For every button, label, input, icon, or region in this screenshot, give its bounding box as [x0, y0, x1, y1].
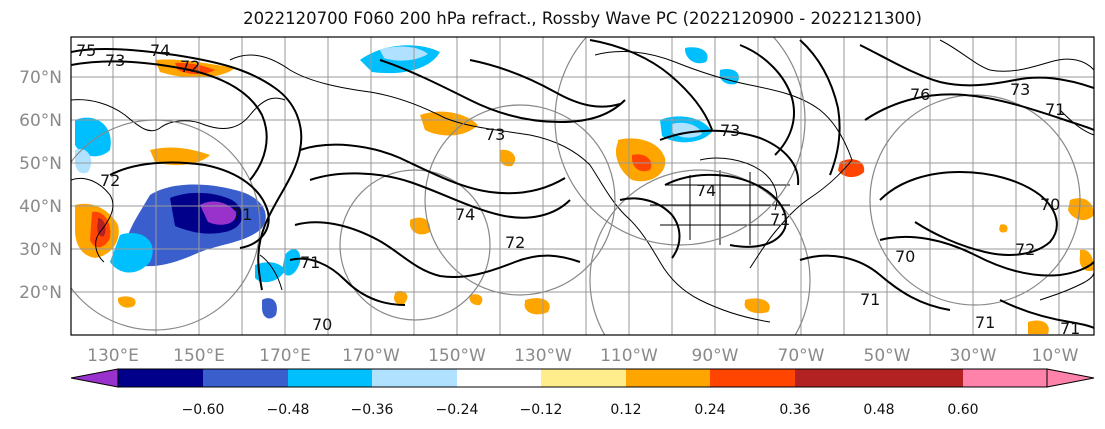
colorbar-bin [541, 369, 626, 387]
colorbar-bin [457, 369, 541, 387]
colorbar-tick: 0.24 [694, 402, 725, 418]
contour-label: 71 [975, 313, 995, 332]
contour-label: 74 [150, 41, 170, 60]
contour-label: 71 [1060, 319, 1080, 338]
colorbar-tick: 0.60 [947, 402, 978, 418]
lat-label: 70°N [19, 68, 62, 88]
colorbar-bin [118, 369, 203, 387]
lat-label: 40°N [19, 197, 62, 217]
contour-label: 73 [105, 51, 125, 70]
colorbar-left-extension [70, 368, 119, 388]
lon-label: 170°W [342, 346, 400, 366]
colorbar-tick: −0.12 [520, 402, 563, 418]
contour-label: 72 [100, 171, 120, 190]
contour-label: 73 [1010, 80, 1030, 99]
contour-label: 71 [860, 290, 880, 309]
colorbar-bin [879, 369, 963, 387]
lat-label: 60°N [19, 111, 62, 131]
colorbar-tick: 0.48 [863, 402, 894, 418]
lon-label: 10°W [1032, 346, 1079, 366]
contour-label: 71 [300, 253, 320, 272]
contour-label: 72 [180, 57, 200, 76]
contour-label: 70 [1040, 195, 1060, 214]
colorbar-bin [203, 369, 288, 387]
colorbar-bin [372, 369, 457, 387]
lon-label: 130°W [514, 346, 572, 366]
contour-label: 73 [485, 125, 505, 144]
contour-label: 71 [1045, 100, 1065, 119]
anomaly-shading [75, 45, 1094, 334]
lon-label: 170°E [259, 346, 311, 366]
contour-label: 71 [232, 205, 252, 224]
contour-labels: 75 73 74 72 73 76 73 71 74 72 71 70 71 7… [76, 41, 1080, 338]
contour-label: 72 [1015, 240, 1035, 259]
map-frame [70, 36, 1095, 336]
lon-label: 130°E [87, 346, 139, 366]
coastlines [71, 39, 1094, 323]
lat-label: 20°N [19, 283, 62, 303]
contour-label: 72 [505, 233, 525, 252]
contour-label: 70 [312, 315, 332, 334]
colorbar-right-extension [1046, 368, 1095, 388]
contour-label: 73 [720, 121, 740, 140]
lon-label: 90°W [692, 346, 739, 366]
lon-label: 150°W [428, 346, 486, 366]
rossby-circles [71, 37, 1081, 335]
colorbar-bin [626, 369, 710, 387]
colorbar-tick: −0.48 [267, 402, 310, 418]
contour-label: 74 [696, 181, 716, 200]
lon-label: 110°W [600, 346, 658, 366]
colorbar-tick: −0.36 [351, 402, 394, 418]
lon-label: 30°W [950, 346, 997, 366]
contour-label: 74 [455, 205, 475, 224]
longitude-labels: 130°E 150°E 170°E 170°W 150°W 130°W 110°… [87, 346, 1079, 366]
colorbar-tick: 0.36 [779, 402, 810, 418]
colorbar: −0.60 −0.48 −0.36 −0.24 −0.12 0.12 0.24 … [70, 368, 1095, 418]
colorbar-bin [795, 369, 879, 387]
contour-label: 70 [895, 247, 915, 266]
map-title: 2022120700 F060 200 hPa refract., Rossby… [243, 9, 922, 28]
lon-label: 150°E [173, 346, 225, 366]
lon-label: 50°W [864, 346, 911, 366]
colorbar-tick: −0.24 [436, 402, 479, 418]
colorbar-tick: −0.60 [182, 402, 225, 418]
contour-label: 71 [770, 210, 790, 229]
contour-label: 76 [910, 85, 930, 104]
contour-label: 75 [76, 41, 96, 60]
lat-label: 50°N [19, 154, 62, 174]
refractivity-contours [71, 39, 1094, 329]
colorbar-bin [963, 369, 1047, 387]
colorbar-outline [117, 368, 1048, 388]
lon-label: 70°W [778, 346, 825, 366]
colorbar-bin [710, 369, 795, 387]
colorbar-bin [288, 369, 372, 387]
graticule [71, 37, 1094, 335]
latitude-labels: 70°N 60°N 50°N 40°N 30°N 20°N [19, 68, 62, 303]
colorbar-tick: 0.12 [610, 402, 641, 418]
lat-label: 30°N [19, 240, 62, 260]
